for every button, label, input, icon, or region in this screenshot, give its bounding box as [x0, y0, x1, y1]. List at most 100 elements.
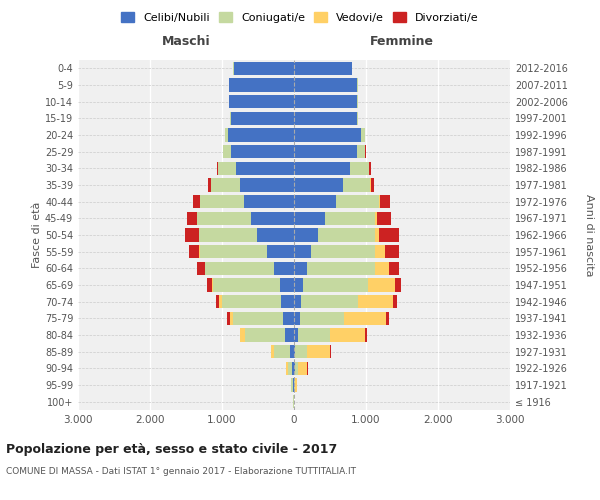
Bar	[233, 312, 283, 325]
Bar	[232, 112, 294, 125]
Text: Femmine: Femmine	[370, 36, 434, 49]
Bar	[236, 162, 294, 175]
Bar	[294, 228, 318, 241]
Bar	[294, 162, 350, 175]
Y-axis label: Anni di nascita: Anni di nascita	[584, 194, 595, 276]
Bar	[200, 195, 244, 208]
Bar	[389, 262, 399, 275]
Bar	[218, 162, 236, 175]
Bar	[230, 312, 233, 325]
Bar	[325, 212, 376, 225]
Bar	[220, 295, 222, 308]
Bar	[286, 362, 287, 375]
Bar	[290, 345, 294, 358]
Bar	[199, 228, 257, 241]
Bar	[365, 328, 367, 342]
Bar	[240, 328, 245, 342]
Bar	[200, 245, 268, 258]
Bar	[294, 62, 352, 75]
Bar	[292, 378, 293, 392]
Bar	[271, 345, 274, 358]
Bar	[268, 245, 294, 258]
Bar	[211, 178, 240, 192]
Bar	[274, 262, 294, 275]
Bar	[229, 95, 294, 108]
Bar	[294, 78, 358, 92]
Bar	[208, 178, 211, 192]
Bar	[380, 195, 389, 208]
Bar	[187, 212, 197, 225]
Bar	[318, 228, 376, 241]
Bar	[284, 328, 294, 342]
Bar	[343, 178, 370, 192]
Bar	[212, 278, 214, 291]
Bar	[311, 245, 376, 258]
Bar	[294, 262, 307, 275]
Text: COMUNE DI MASSA - Dati ISTAT 1° gennaio 2017 - Elaborazione TUTTITALIA.IT: COMUNE DI MASSA - Dati ISTAT 1° gennaio …	[6, 468, 356, 476]
Bar	[217, 162, 218, 175]
Bar	[294, 245, 311, 258]
Text: Popolazione per età, sesso e stato civile - 2017: Popolazione per età, sesso e stato civil…	[6, 442, 337, 456]
Bar	[294, 278, 304, 291]
Bar	[331, 328, 365, 342]
Bar	[205, 262, 274, 275]
Bar	[361, 128, 365, 141]
Bar	[193, 195, 200, 208]
Bar	[245, 328, 284, 342]
Bar	[298, 328, 331, 342]
Bar	[215, 295, 220, 308]
Bar	[295, 345, 307, 358]
Bar	[371, 178, 374, 192]
Bar	[223, 145, 232, 158]
Bar	[294, 328, 298, 342]
Text: Maschi: Maschi	[161, 36, 211, 49]
Bar	[294, 195, 336, 208]
Bar	[294, 345, 295, 358]
Bar	[281, 295, 294, 308]
Bar	[294, 128, 361, 141]
Bar	[358, 145, 365, 158]
Bar	[307, 345, 330, 358]
Bar	[300, 312, 344, 325]
Bar	[233, 62, 294, 75]
Bar	[376, 262, 389, 275]
Bar	[369, 162, 371, 175]
Bar	[350, 162, 369, 175]
Bar	[336, 195, 379, 208]
Bar	[251, 212, 294, 225]
Bar	[394, 295, 397, 308]
Bar	[376, 228, 379, 241]
Bar	[280, 278, 294, 291]
Bar	[287, 362, 292, 375]
Bar	[304, 278, 368, 291]
Bar	[294, 178, 343, 192]
Bar	[294, 295, 301, 308]
Bar	[368, 278, 395, 291]
Bar	[228, 128, 294, 141]
Bar	[344, 312, 386, 325]
Bar	[298, 362, 307, 375]
Bar	[197, 262, 205, 275]
Bar	[229, 78, 294, 92]
Bar	[294, 112, 358, 125]
Y-axis label: Fasce di età: Fasce di età	[32, 202, 42, 268]
Bar	[293, 378, 294, 392]
Bar	[386, 312, 389, 325]
Bar	[307, 262, 376, 275]
Bar	[292, 362, 294, 375]
Bar	[294, 145, 358, 158]
Bar	[294, 362, 295, 375]
Bar	[185, 228, 199, 241]
Bar	[283, 312, 294, 325]
Legend: Celibi/Nubili, Coniugati/e, Vedovi/e, Divorziati/e: Celibi/Nubili, Coniugati/e, Vedovi/e, Di…	[117, 8, 483, 28]
Bar	[214, 278, 280, 291]
Bar	[227, 312, 230, 325]
Bar	[295, 362, 298, 375]
Bar	[379, 228, 399, 241]
Bar	[257, 228, 294, 241]
Bar	[240, 178, 294, 192]
Bar	[294, 95, 358, 108]
Bar	[232, 145, 294, 158]
Bar	[208, 278, 212, 291]
Bar	[244, 195, 294, 208]
